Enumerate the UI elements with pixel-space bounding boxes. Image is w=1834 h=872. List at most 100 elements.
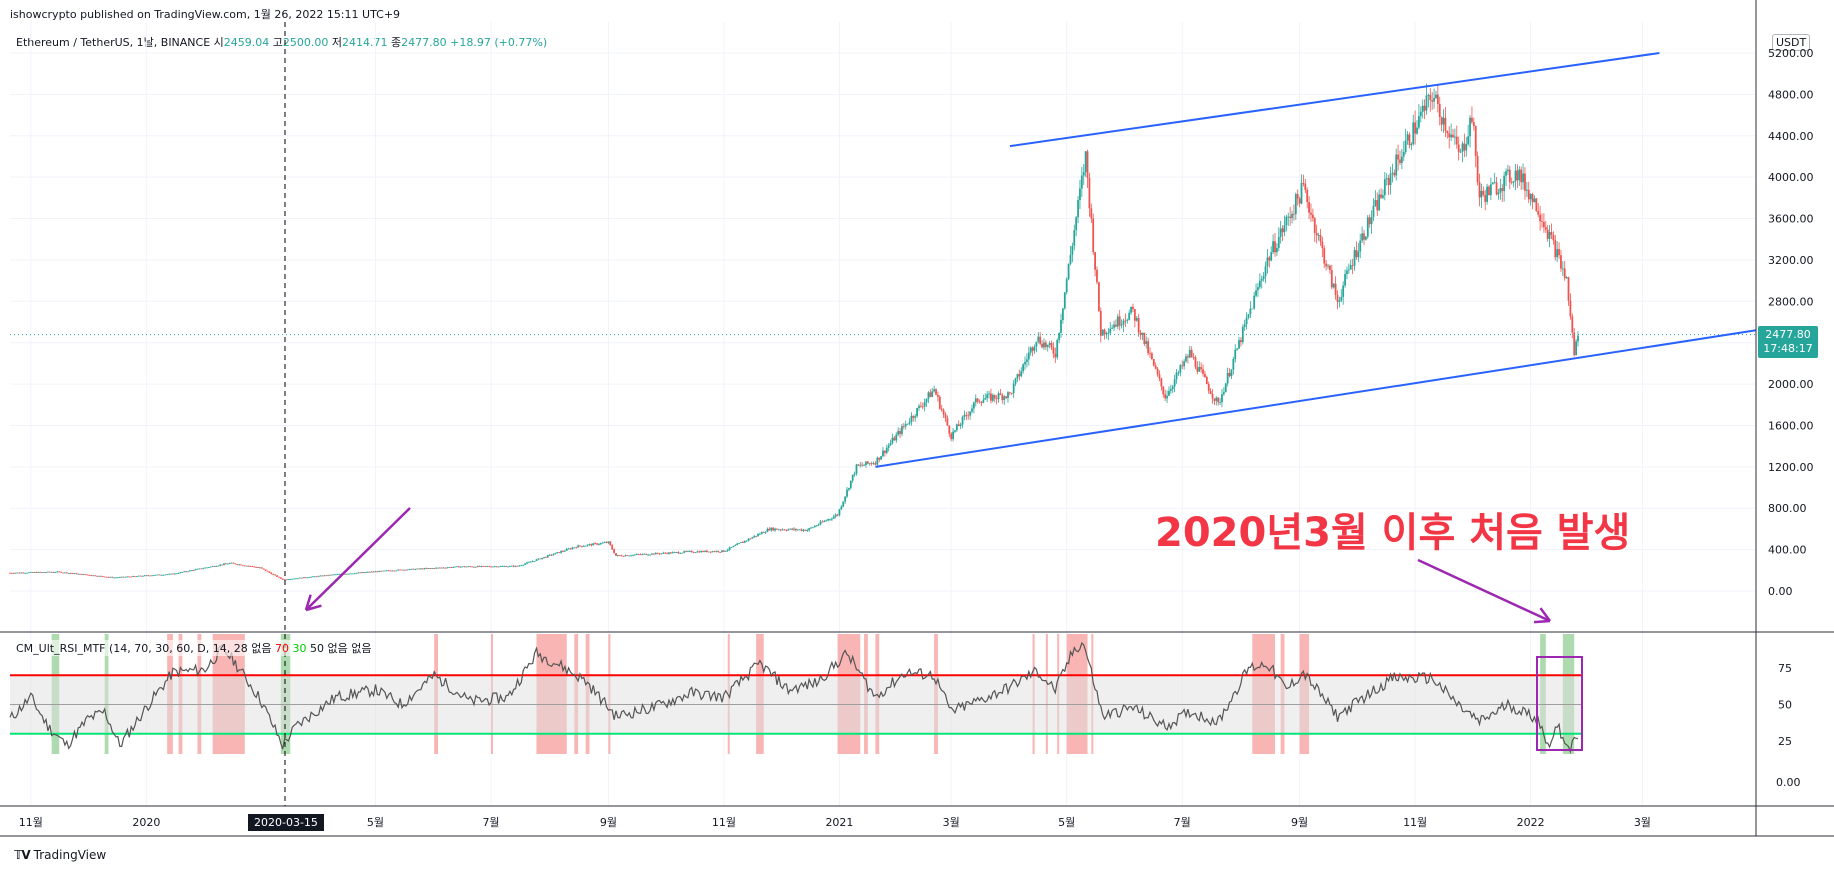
indicator-none2: 없음	[327, 642, 348, 655]
symbol-name[interactable]: Ethereum / TetherUS, 1날, BINANCE	[16, 36, 211, 49]
candle-body	[435, 567, 437, 569]
candle-body	[1226, 372, 1229, 384]
candle-body	[209, 566, 212, 568]
candle-body	[224, 563, 227, 565]
candle-body	[467, 566, 470, 568]
candle-body	[1113, 324, 1115, 328]
y-tick-label: 4000.00	[1768, 171, 1814, 184]
candle-body	[764, 532, 767, 533]
candle-body	[1527, 189, 1530, 200]
candle-body	[677, 552, 680, 554]
candle-body	[281, 578, 284, 580]
trendline	[1009, 52, 1660, 148]
candle-body	[1486, 186, 1488, 202]
candle-body	[465, 566, 468, 568]
candle-body	[1338, 300, 1341, 302]
candle-body	[325, 575, 328, 577]
candle-body	[1111, 327, 1114, 329]
candle-body	[414, 569, 417, 570]
candle-body	[501, 566, 504, 567]
candle-body	[830, 518, 833, 520]
candle-body	[563, 550, 566, 552]
candle-body	[601, 542, 604, 544]
candle-body	[904, 424, 907, 427]
candle-body	[1264, 266, 1267, 277]
candle-body	[156, 574, 159, 576]
candle-body	[450, 567, 453, 568]
candle-body	[546, 555, 549, 558]
candle-body	[348, 573, 350, 575]
candle-body	[1298, 198, 1301, 204]
x-tick-label: 11월	[1403, 816, 1427, 829]
low-value: 2414.71	[342, 36, 388, 49]
candle-body	[1026, 359, 1028, 362]
x-tick-label: 2021	[825, 816, 853, 829]
candle-body	[395, 570, 398, 572]
candle-body	[1374, 200, 1377, 206]
indicator-legend[interactable]: CM_Ult_RSI_MTF (14, 70, 30, 60, D, 14, 2…	[16, 640, 372, 656]
candle-body	[836, 514, 839, 516]
candle-body	[959, 424, 962, 426]
candle-body	[812, 527, 814, 529]
candle-body	[37, 571, 40, 573]
candle-body	[1444, 117, 1447, 131]
candle-body	[1215, 397, 1218, 401]
candle-body	[1281, 228, 1284, 233]
candle-body	[1207, 383, 1210, 391]
candle-body	[624, 555, 627, 557]
candle-body	[639, 554, 642, 556]
candle-body	[1073, 230, 1076, 246]
candle-body	[276, 575, 278, 577]
candle-body	[660, 553, 663, 555]
candle-body	[937, 394, 939, 397]
candle-body	[766, 528, 769, 533]
candle-body	[509, 565, 511, 567]
candle-body	[79, 573, 81, 575]
candle-body	[200, 568, 203, 570]
open-label: 시	[213, 36, 224, 49]
candle-body	[1531, 194, 1534, 203]
candle-body	[641, 554, 644, 555]
candle-body	[1378, 194, 1381, 211]
candle-body	[1382, 195, 1384, 198]
candle-body	[1520, 169, 1523, 183]
candle-body	[696, 551, 699, 553]
candle-body	[855, 464, 858, 474]
candle-body	[1175, 372, 1178, 380]
candle-body	[698, 551, 701, 553]
candle-body	[681, 552, 684, 554]
candle-body	[327, 574, 330, 576]
candle-body	[647, 554, 650, 556]
currency-badge[interactable]: USDT	[1772, 34, 1811, 51]
candle-body	[709, 551, 712, 553]
candle-body	[1397, 154, 1399, 160]
candle-body	[64, 572, 66, 574]
candle-body	[115, 577, 117, 579]
candle-body	[618, 555, 621, 556]
candle-body	[249, 566, 252, 567]
candle-body	[247, 565, 250, 567]
candle-body	[1340, 296, 1343, 301]
candle-body	[1103, 329, 1106, 335]
candle-body	[1166, 395, 1168, 399]
candle-body	[1067, 263, 1070, 280]
candle-body	[1285, 216, 1288, 226]
candle-body	[1194, 357, 1197, 368]
candle-body	[893, 437, 896, 441]
candle-body	[243, 565, 246, 567]
candle-body	[986, 394, 989, 399]
candle-body	[605, 542, 608, 544]
candle-body	[1169, 389, 1172, 391]
footer[interactable]: 𝕋V TradingView	[14, 848, 106, 862]
candle-body	[134, 576, 136, 577]
candle-body	[1389, 173, 1392, 186]
rsi-tick-label: 75	[1778, 662, 1792, 675]
publish-info: ishowcrypto published on TradingView.com…	[10, 8, 401, 21]
candle-body	[1548, 232, 1551, 239]
candle-body	[1433, 98, 1435, 102]
candle-body	[933, 389, 936, 392]
candle-body	[895, 434, 898, 441]
candle-body	[1211, 393, 1214, 399]
candle-body	[866, 461, 869, 464]
